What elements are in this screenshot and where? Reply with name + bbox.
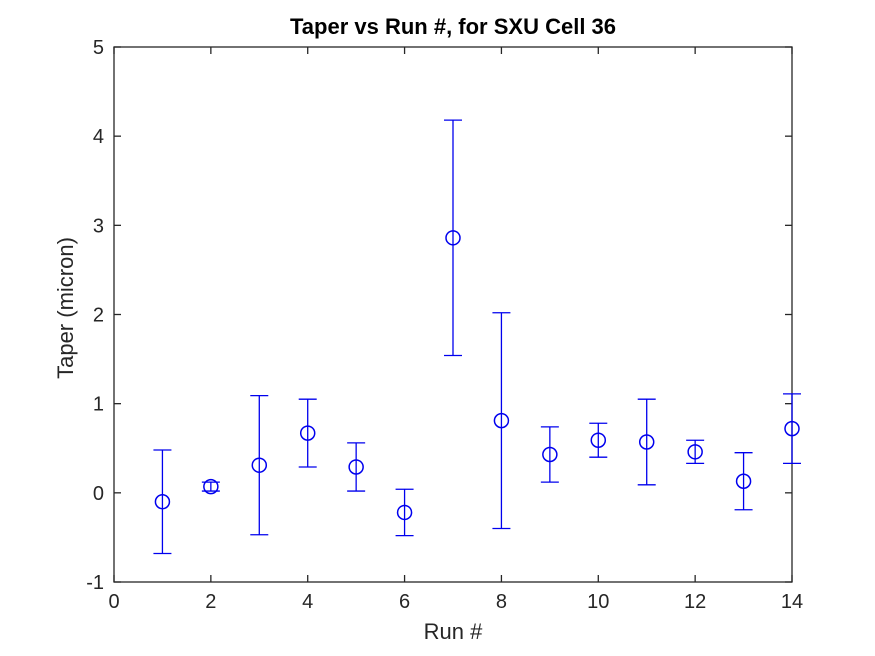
errorbar-point — [298, 398, 317, 468]
y-tick-label: 5 — [93, 37, 104, 59]
x-tick-label: 12 — [684, 591, 706, 613]
errorbar-point — [153, 449, 172, 555]
data-point-marker — [687, 444, 703, 460]
data-point-marker — [299, 425, 316, 441]
errorbar-point — [589, 422, 608, 458]
y-tick-labels: -1 0 1 2 3 4 5 — [86, 37, 104, 594]
errorbar-point — [395, 488, 414, 537]
data-point-marker — [735, 473, 752, 489]
errorbar-point — [540, 426, 559, 483]
x-tick-label: 0 — [108, 591, 119, 613]
x-axis-label: Run # — [423, 619, 483, 644]
errorbar-point — [444, 119, 462, 357]
data-point-marker — [203, 478, 219, 495]
x-tick-label: 2 — [205, 591, 216, 613]
data-point-marker — [784, 420, 800, 437]
errorbar-point — [783, 393, 801, 465]
data-point-marker — [590, 432, 607, 448]
errorbar-point — [492, 312, 511, 530]
y-tick-label: 3 — [93, 215, 104, 237]
data-point-marker — [542, 446, 558, 463]
x-tick-labels: 0 2 4 6 8 10 12 14 — [108, 591, 803, 613]
data-point-marker — [251, 457, 268, 473]
axis-ticks — [113, 46, 793, 583]
errorbar-point — [637, 398, 656, 486]
y-tick-label: 4 — [93, 126, 104, 148]
x-tick-label: 6 — [399, 591, 410, 613]
data-markers — [154, 230, 800, 521]
y-tick-label: 2 — [93, 305, 104, 327]
y-axis-label: Taper (micron) — [53, 237, 78, 379]
errorbar-point — [347, 442, 366, 492]
error-bars — [153, 119, 801, 555]
x-tick-label: 8 — [496, 591, 507, 613]
y-tick-label: -1 — [86, 572, 104, 594]
data-point-marker — [493, 412, 510, 429]
y-tick-label: 0 — [93, 483, 104, 505]
x-tick-label: 4 — [302, 591, 313, 613]
data-point-marker — [348, 459, 364, 475]
errorbar-point — [734, 452, 753, 511]
data-point-marker — [154, 494, 171, 510]
chart-title: Taper vs Run #, for SXU Cell 36 — [289, 14, 617, 39]
errorbar-point — [250, 394, 269, 536]
data-point-marker — [638, 434, 655, 450]
data-point-marker — [396, 504, 413, 521]
data-point-marker — [445, 230, 461, 246]
x-tick-label: 10 — [587, 591, 609, 613]
y-tick-label: 1 — [93, 394, 104, 416]
x-tick-label: 14 — [781, 591, 803, 613]
